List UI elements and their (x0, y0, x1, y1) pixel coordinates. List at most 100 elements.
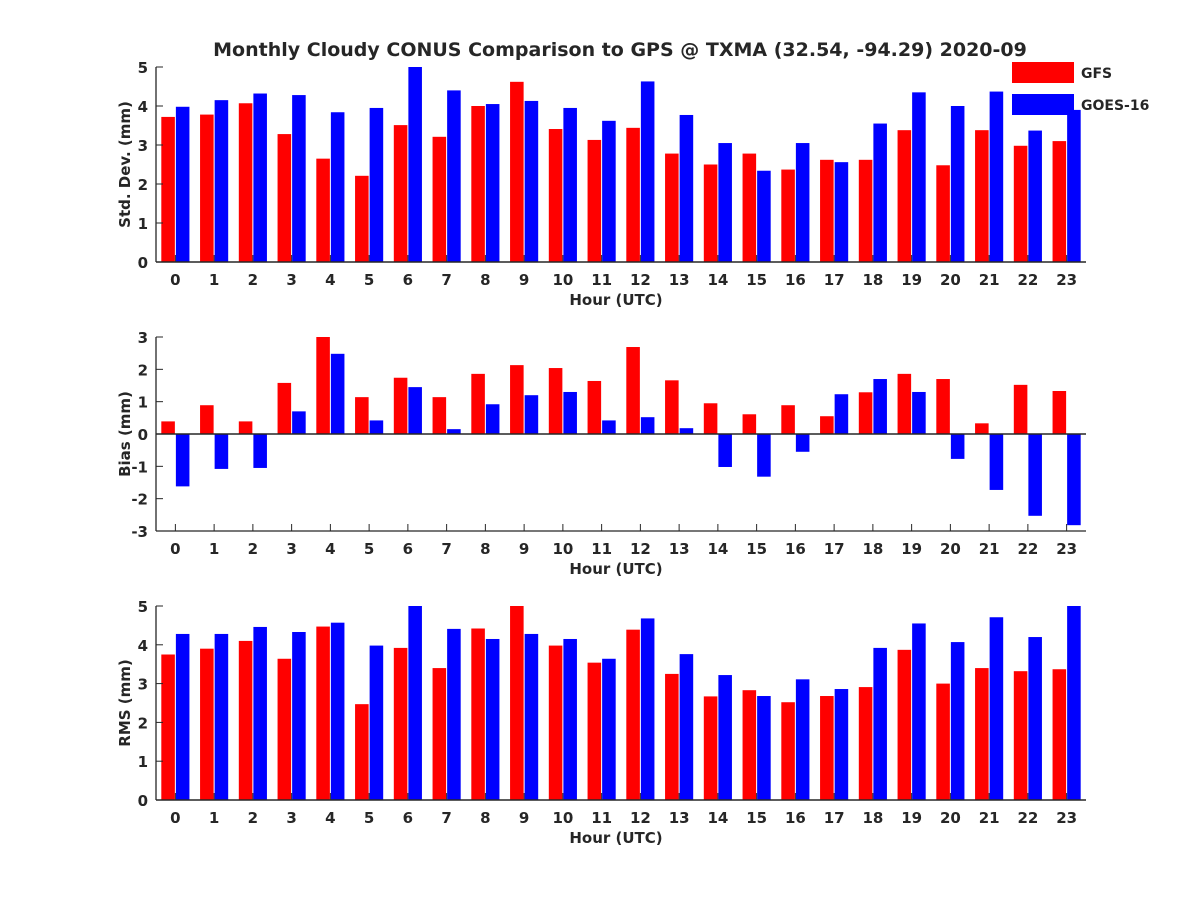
bar-gfs-hour-9 (510, 365, 524, 434)
bar-goes-16-hour-5 (369, 645, 384, 800)
bar-goes-16-hour-13 (679, 654, 694, 800)
legend-swatch-gfs (1012, 62, 1074, 83)
bar-goes-16-hour-1 (214, 434, 229, 469)
bar-gfs-hour-18 (858, 392, 873, 434)
bar-gfs-hour-20 (936, 683, 950, 800)
legend: GFS GOES-16 (1012, 62, 1149, 115)
x-tick-label: 10 (552, 540, 573, 558)
bar-gfs-hour-8 (471, 373, 485, 434)
bar-gfs-hour-10 (548, 368, 563, 434)
bar-gfs-hour-9 (510, 81, 524, 262)
bar-goes-16-hour-6 (408, 387, 422, 434)
bar-goes-16-hour-12 (640, 618, 655, 800)
bar-gfs-hour-6 (393, 125, 408, 262)
bar-goes-16-hour-15 (757, 170, 771, 262)
bar-goes-16-hour-23 (1067, 606, 1081, 800)
bar-goes-16-hour-11 (602, 658, 616, 800)
bar-gfs-hour-2 (238, 103, 253, 263)
bar-goes-16-hour-13 (679, 428, 694, 434)
bar-gfs-hour-4 (316, 337, 330, 434)
bar-gfs-hour-0 (161, 116, 175, 262)
bar-gfs-hour-13 (665, 380, 679, 434)
bar-goes-16-hour-10 (563, 107, 577, 262)
bar-gfs-hour-5 (355, 704, 369, 800)
bar-gfs-hour-22 (1013, 145, 1028, 262)
bar-goes-16-hour-14 (718, 143, 732, 262)
y-tick-label: 1 (138, 753, 148, 771)
x-tick-label: 18 (862, 540, 883, 558)
x-tick-label: 15 (746, 540, 767, 558)
bar-gfs-hour-7 (432, 136, 447, 262)
x-tick-label: 7 (441, 271, 451, 289)
bar-goes-16-hour-2 (253, 434, 267, 468)
bar-gfs-hour-13 (665, 673, 679, 800)
x-tick-label: 10 (552, 271, 573, 289)
y-tick-label: 1 (138, 215, 148, 233)
x-tick-label: 23 (1056, 271, 1077, 289)
x-tick-label: 19 (901, 809, 922, 827)
bar-goes-16-hour-14 (718, 434, 732, 467)
bar-goes-16-hour-4 (330, 622, 345, 800)
bar-goes-16-hour-1 (214, 633, 229, 800)
bar-goes-16-hour-11 (602, 120, 616, 262)
x-tick-label: 3 (286, 271, 296, 289)
x-tick-label: 18 (862, 809, 883, 827)
bar-goes-16-hour-21 (989, 434, 1004, 490)
bar-goes-16-hour-18 (873, 647, 887, 800)
x-tick-label: 22 (1017, 540, 1038, 558)
x-tick-label: 21 (979, 271, 1000, 289)
bar-gfs-hour-17 (820, 696, 834, 800)
bar-goes-16-hour-9 (524, 395, 539, 434)
x-axis-label: Hour (UTC) (569, 291, 662, 309)
x-tick-label: 4 (325, 271, 335, 289)
y-tick-label: -2 (131, 491, 148, 509)
bar-goes-16-hour-20 (950, 434, 965, 459)
bar-gfs-hour-14 (703, 403, 718, 434)
bar-goes-16-hour-14 (718, 675, 732, 800)
y-tick-label: 3 (138, 329, 148, 347)
x-tick-label: 3 (286, 540, 296, 558)
legend-label: GFS (1081, 66, 1112, 82)
x-tick-label: 17 (824, 540, 845, 558)
x-tick-label: 9 (519, 271, 529, 289)
x-tick-label: 11 (591, 809, 612, 827)
x-tick-label: 8 (480, 540, 490, 558)
bar-goes-16-hour-4 (330, 353, 345, 434)
bar-goes-16-hour-8 (485, 404, 500, 434)
bar-gfs-hour-18 (858, 687, 873, 800)
bar-goes-16-hour-21 (989, 91, 1004, 262)
bar-gfs-hour-3 (277, 134, 292, 262)
bar-gfs-hour-17 (820, 159, 834, 262)
bar-goes-16-hour-19 (912, 92, 926, 262)
x-tick-label: 14 (707, 540, 728, 558)
x-tick-label: 8 (480, 271, 490, 289)
bar-goes-16-hour-21 (989, 617, 1004, 800)
bar-gfs-hour-23 (1052, 391, 1067, 434)
x-tick-label: 15 (746, 271, 767, 289)
x-tick-label: 21 (979, 809, 1000, 827)
x-tick-label: 12 (630, 809, 651, 827)
bar-gfs-hour-11 (587, 139, 602, 262)
bar-gfs-hour-2 (238, 640, 253, 800)
y-tick-label: 4 (138, 98, 148, 116)
x-tick-label: 1 (209, 809, 219, 827)
bar-gfs-hour-23 (1052, 669, 1067, 800)
bar-goes-16-hour-3 (292, 632, 306, 800)
y-tick-label: -1 (131, 458, 148, 476)
bar-goes-16-hour-22 (1028, 434, 1042, 516)
bar-goes-16-hour-16 (795, 434, 810, 452)
y-tick-label: 0 (138, 426, 148, 444)
y-tick-label: 2 (138, 361, 148, 379)
x-tick-label: 19 (901, 540, 922, 558)
x-tick-label: 23 (1056, 540, 1077, 558)
bar-gfs-hour-7 (432, 668, 447, 800)
x-tick-label: 20 (940, 540, 961, 558)
x-tick-label: 19 (901, 271, 922, 289)
bar-gfs-hour-16 (781, 169, 795, 262)
y-tick-label: 2 (138, 176, 148, 194)
bar-gfs-hour-1 (200, 405, 214, 434)
bar-gfs-hour-1 (200, 114, 214, 262)
x-tick-label: 16 (785, 540, 806, 558)
x-tick-label: 2 (248, 809, 258, 827)
